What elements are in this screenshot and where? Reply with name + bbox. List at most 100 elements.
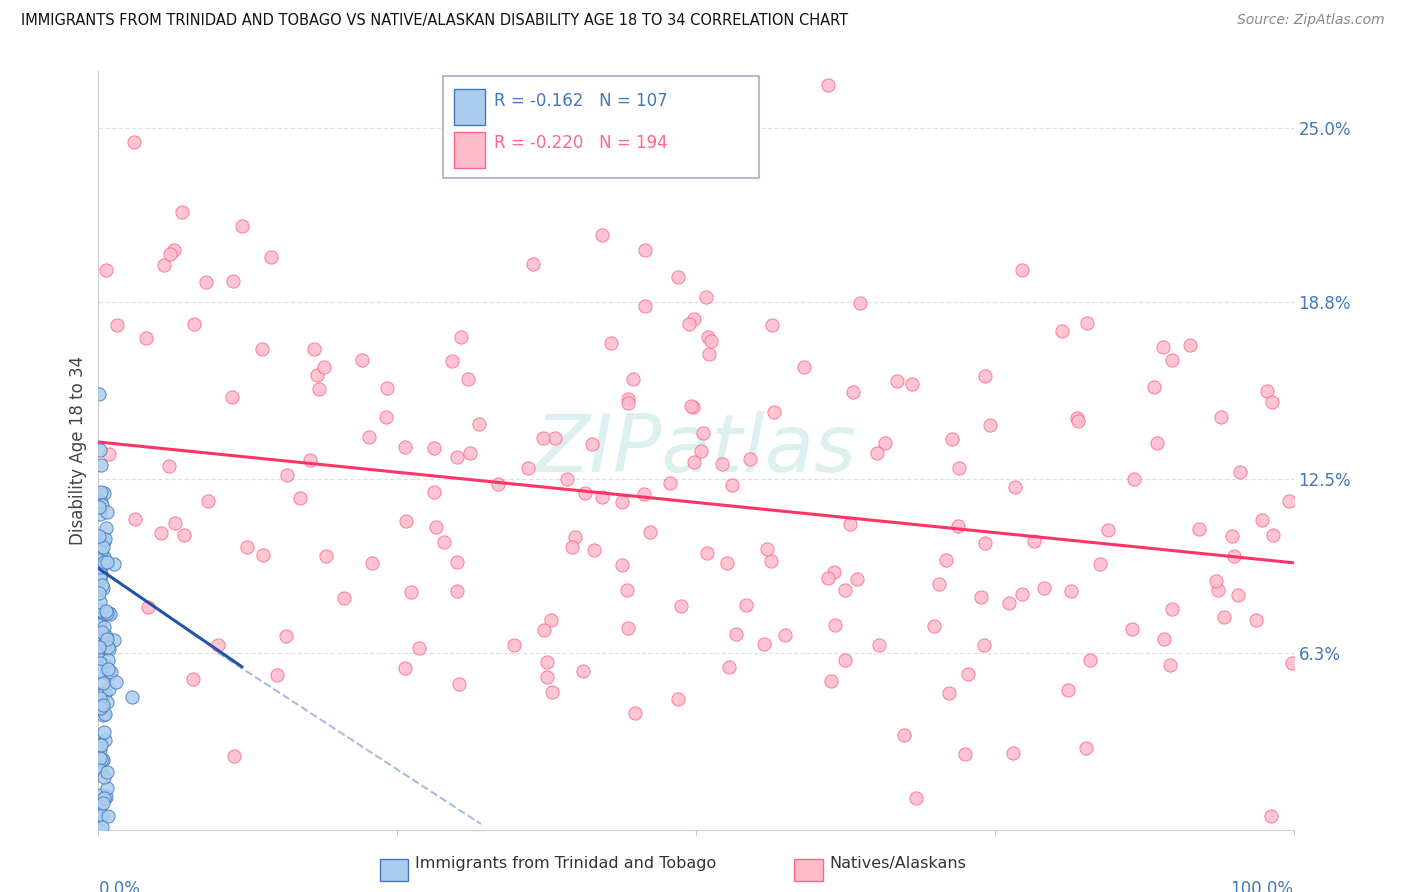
- Point: [399, 585, 422, 599]
- Point: [541, 685, 564, 699]
- Point: [924, 619, 946, 633]
- Point: [582, 543, 605, 558]
- Point: [544, 431, 567, 445]
- Point: [302, 342, 325, 356]
- Point: [1097, 523, 1119, 537]
- Point: [998, 596, 1021, 610]
- Point: [957, 666, 980, 681]
- Point: [90, 560, 112, 574]
- Point: [979, 417, 1001, 432]
- Point: [905, 791, 928, 805]
- Point: [94, 732, 117, 747]
- Point: [90, 665, 112, 679]
- Point: [93, 549, 115, 564]
- Point: [457, 372, 479, 386]
- Point: [89, 529, 111, 543]
- Point: [948, 519, 970, 533]
- Point: [290, 491, 312, 505]
- Point: [394, 514, 416, 528]
- Point: [522, 257, 544, 271]
- Point: [842, 385, 865, 400]
- Point: [1278, 494, 1301, 508]
- Point: [1187, 522, 1209, 536]
- Point: [1004, 480, 1026, 494]
- Point: [754, 637, 776, 651]
- Point: [94, 262, 117, 277]
- Point: [938, 686, 960, 700]
- Point: [633, 487, 655, 501]
- Point: [87, 652, 110, 666]
- Point: [536, 670, 558, 684]
- Point: [824, 617, 846, 632]
- Point: [503, 638, 526, 652]
- Point: [260, 251, 283, 265]
- Point: [87, 387, 110, 401]
- Point: [1001, 746, 1024, 760]
- Point: [928, 577, 950, 591]
- Point: [710, 457, 733, 471]
- Point: [394, 661, 416, 675]
- Point: [308, 382, 330, 396]
- Point: [375, 381, 398, 395]
- Point: [610, 495, 633, 509]
- Point: [89, 640, 111, 655]
- Point: [682, 312, 704, 326]
- Point: [93, 533, 115, 548]
- Point: [1067, 414, 1090, 428]
- Point: [695, 290, 717, 304]
- Point: [834, 582, 856, 597]
- Point: [868, 638, 890, 652]
- Point: [183, 317, 205, 331]
- Point: [87, 569, 110, 583]
- Point: [195, 275, 218, 289]
- Point: [423, 441, 446, 455]
- Point: [124, 512, 146, 526]
- Point: [96, 765, 118, 780]
- Point: [91, 820, 114, 834]
- Text: Natives/Alaskans: Natives/Alaskans: [830, 856, 966, 871]
- Point: [1260, 808, 1282, 822]
- Point: [90, 495, 112, 509]
- Point: [433, 534, 456, 549]
- Point: [138, 599, 160, 614]
- Point: [89, 507, 111, 521]
- Point: [90, 699, 112, 714]
- Point: [621, 372, 644, 386]
- Point: [1033, 582, 1056, 596]
- Point: [1205, 574, 1227, 588]
- Point: [97, 809, 120, 823]
- Point: [886, 374, 908, 388]
- Point: [531, 431, 554, 445]
- Point: [87, 547, 110, 561]
- Point: [1152, 340, 1174, 354]
- Point: [934, 552, 956, 566]
- Point: [446, 584, 468, 599]
- Point: [94, 533, 117, 547]
- Point: [658, 475, 681, 490]
- Point: [948, 460, 970, 475]
- Point: [89, 533, 111, 547]
- Point: [90, 688, 112, 702]
- Point: [90, 738, 112, 752]
- Point: [374, 409, 396, 424]
- Point: [90, 808, 112, 822]
- Point: [274, 629, 297, 643]
- Text: 100.0%: 100.0%: [1230, 880, 1294, 892]
- Point: [91, 698, 114, 713]
- Point: [90, 545, 112, 559]
- Point: [94, 629, 117, 643]
- Point: [93, 555, 115, 569]
- Point: [517, 461, 540, 475]
- Point: [221, 390, 243, 404]
- Point: [624, 706, 647, 720]
- Point: [89, 586, 111, 600]
- Point: [172, 204, 194, 219]
- Point: [173, 527, 195, 541]
- Point: [1066, 411, 1088, 425]
- Text: R = -0.220   N = 194: R = -0.220 N = 194: [494, 134, 666, 152]
- Point: [222, 749, 245, 764]
- Point: [97, 640, 120, 654]
- Point: [446, 555, 468, 569]
- Point: [1011, 587, 1033, 601]
- Point: [91, 581, 114, 595]
